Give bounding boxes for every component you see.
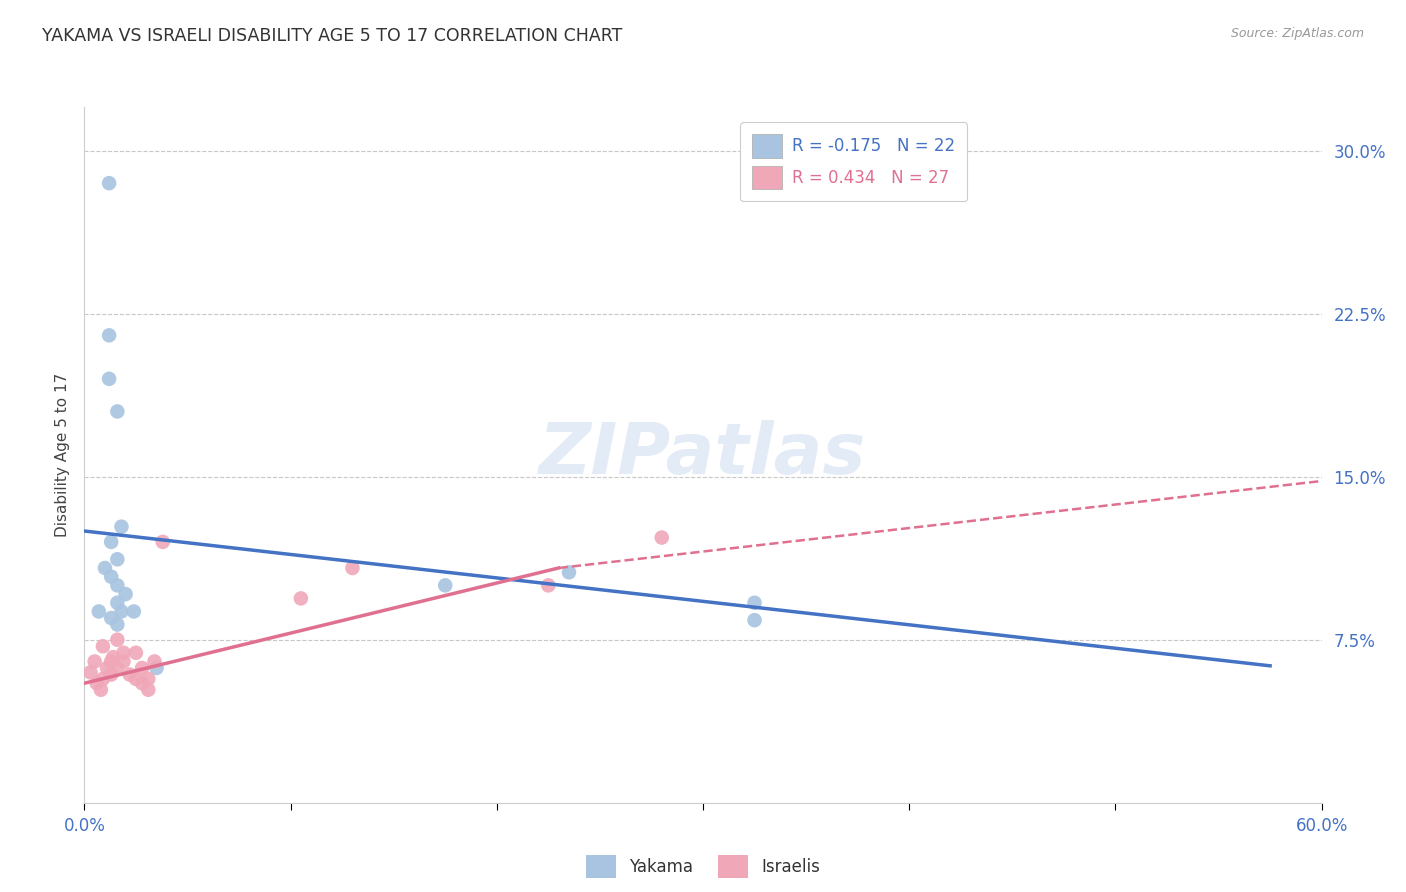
Point (100, 667, 122, 681)
Point (98, 328, 121, 343)
Point (744, 613, 766, 627)
Point (651, 531, 673, 545)
Point (112, 655, 135, 669)
Point (86, 676, 108, 690)
Point (105, 661, 128, 675)
Point (110, 605, 132, 619)
Point (290, 591, 312, 606)
Text: ZIPatlas: ZIPatlas (540, 420, 866, 490)
Point (91, 672, 114, 686)
Point (100, 655, 122, 669)
Point (342, 561, 364, 575)
Point (90, 682, 112, 697)
Point (434, 578, 457, 592)
Point (136, 672, 159, 686)
Point (100, 611, 122, 625)
Point (114, 587, 136, 601)
Point (94, 561, 117, 575)
Point (125, 646, 148, 660)
Point (100, 570, 122, 584)
Point (105, 596, 128, 610)
Point (83, 655, 105, 669)
Point (105, 552, 128, 566)
Point (118, 667, 141, 681)
Point (105, 617, 128, 632)
Legend: Yakama, Israelis: Yakama, Israelis (579, 848, 827, 885)
Point (145, 661, 167, 675)
Point (537, 578, 560, 592)
Point (87, 605, 110, 619)
Point (105, 404, 128, 418)
Point (112, 646, 135, 660)
Point (125, 672, 148, 686)
Y-axis label: Disability Age 5 to 17: Disability Age 5 to 17 (55, 373, 70, 537)
Point (131, 676, 153, 690)
Point (152, 535, 174, 549)
Point (122, 605, 145, 619)
Text: YAKAMA VS ISRAELI DISABILITY AGE 5 TO 17 CORRELATION CHART: YAKAMA VS ISRAELI DISABILITY AGE 5 TO 17… (42, 27, 623, 45)
Point (79, 665, 101, 680)
Text: Source: ZipAtlas.com: Source: ZipAtlas.com (1230, 27, 1364, 40)
Point (96, 661, 118, 675)
Point (744, 596, 766, 610)
Point (558, 566, 581, 580)
Point (98, 176, 121, 190)
Point (100, 535, 122, 549)
Point (105, 578, 128, 592)
Point (143, 655, 166, 669)
Point (98, 372, 121, 386)
Point (105, 632, 128, 647)
Point (103, 650, 125, 665)
Point (110, 519, 132, 533)
Point (91, 639, 114, 653)
Point (131, 661, 153, 675)
Point (136, 682, 159, 697)
